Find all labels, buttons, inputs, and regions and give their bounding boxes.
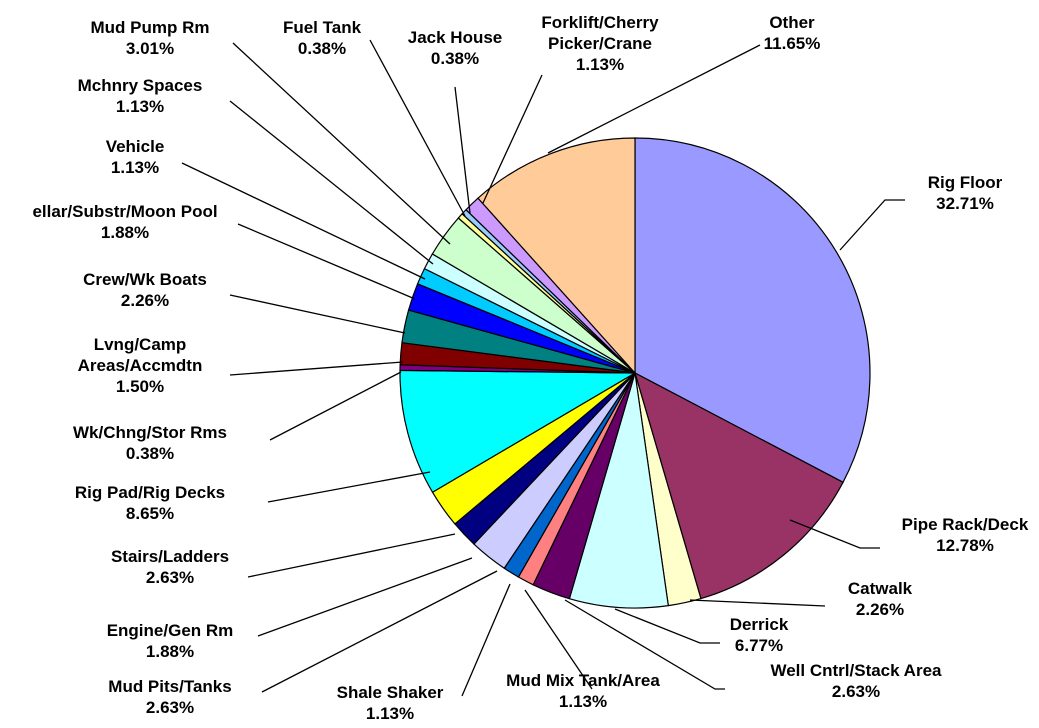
slice-label-name: Well Cntrl/Stack Area <box>770 661 942 680</box>
leader-line-catwalk <box>689 599 826 607</box>
leader-line-well-cntrl-stack-area <box>564 599 725 690</box>
slice-label-percent: 32.71% <box>936 194 994 213</box>
slice-label-name: Other <box>769 13 815 32</box>
slice-label-name: Engine/Gen Rm <box>107 621 234 640</box>
slice-label-percent: 1.13% <box>576 55 624 74</box>
slice-label-name: Mud Mix Tank/Area <box>506 671 660 690</box>
pie-slice-pipe-rack-deck <box>634 372 844 600</box>
leader-line-fuel-tank <box>369 39 466 217</box>
slice-label-crew-wk-boats: Crew/Wk Boats 2.26% <box>83 270 207 310</box>
leader-line-other <box>547 44 761 154</box>
slice-label-rig-pad-rig-decks: Rig Pad/Rig Decks 8.65% <box>75 483 225 523</box>
slice-label-percent: 0.38% <box>431 49 479 68</box>
slice-label-name: ellar/Substr/Moon Pool <box>32 202 217 221</box>
slice-label-pipe-rack-deck: Pipe Rack/Deck 12.78% <box>902 515 1029 555</box>
leader-line-stairs-ladders <box>247 533 456 578</box>
slice-label-wk-chng-stor-rms: Wk/Chng/Stor Rms 0.38% <box>73 423 227 463</box>
slice-label-fuel-tank: Fuel Tank 0.38% <box>283 18 362 58</box>
slice-label-percent: 2.26% <box>856 600 904 619</box>
slice-label-percent: 6.77% <box>735 636 783 655</box>
slice-label-percent: 0.38% <box>298 39 346 58</box>
slice-label-name: Wk/Chng/Stor Rms <box>73 423 227 442</box>
slice-label-percent: 1.13% <box>111 158 159 177</box>
leader-line-forklift-cherry-picker-crane <box>482 74 543 204</box>
slice-label-percent: 12.78% <box>936 536 994 555</box>
leader-lines <box>181 39 905 697</box>
leader-line-derrick <box>614 608 720 644</box>
slice-label-mud-mix-tank-area: Mud Mix Tank/Area 1.13% <box>506 671 660 711</box>
slice-label-lvng-camp-areas-accmdtn: Lvng/Camp Areas/Accmdtn 1.50% <box>78 335 203 396</box>
pie-slices <box>399 137 871 609</box>
slice-label-mud-pump-rm: Mud Pump Rm 3.01% <box>91 18 210 58</box>
slice-label-forklift-cherry-picker-crane: Forklift/Cherry Picker/Crane 1.13% <box>541 13 659 74</box>
leader-line-wk-chng-stor-rms <box>269 371 402 441</box>
slice-label-rig-floor: Rig Floor 32.71% <box>928 173 1003 213</box>
slice-label-name: Pipe Rack/Deck <box>902 515 1029 534</box>
slice-label-well-cntrl-stack-area: Well Cntrl/Stack Area 2.63% <box>770 661 942 701</box>
pie-slice-rig-pad-rig-decks <box>399 369 636 493</box>
leader-line-engine-gen-rm <box>257 557 473 637</box>
slice-label-percent: 1.88% <box>146 642 194 661</box>
pie-slice-other <box>477 137 636 374</box>
slice-label-name: Mchnry Spaces <box>78 76 203 95</box>
slice-label-derrick: Derrick 6.77% <box>730 615 789 655</box>
slice-label-name: Catwalk <box>848 579 913 598</box>
slice-label-percent: 1.13% <box>366 704 414 723</box>
slice-label-percent: 2.63% <box>146 568 194 587</box>
slice-label-engine-gen-rm: Engine/Gen Rm 1.88% <box>107 621 234 661</box>
slice-label-name: Mud Pits/Tanks <box>108 677 231 696</box>
slice-label-name: Forklift/Cherry <box>541 13 659 32</box>
slice-label-name: Mud Pump Rm <box>91 18 210 37</box>
leader-line-jack-house <box>454 86 471 214</box>
leader-line-mchnry-spaces <box>229 100 434 265</box>
leader-line-mud-pits-tanks <box>261 570 498 693</box>
slice-label-name: Lvng/Camp <box>94 335 187 354</box>
slice-label-percent: 1.13% <box>116 97 164 116</box>
leader-line-pipe-rack-deck <box>789 519 880 549</box>
slice-label-percent: 1.50% <box>116 377 164 396</box>
slice-label-percent: 2.63% <box>832 682 880 701</box>
slice-label-name: Areas/Accmdtn <box>78 356 203 375</box>
leader-line-lvng-camp-areas-accmdtn <box>229 361 404 376</box>
slice-label-name: Picker/Crane <box>548 34 652 53</box>
slice-label-percent: 3.01% <box>126 39 174 58</box>
slice-label-stairs-ladders: Stairs/Ladders 2.63% <box>111 547 229 587</box>
slice-label-name: Vehicle <box>106 137 165 156</box>
leader-line-crew-wk-boats <box>229 294 406 334</box>
slice-label-mud-pits-tanks: Mud Pits/Tanks 2.63% <box>108 677 231 717</box>
slice-label-shale-shaker: Shale Shaker 1.13% <box>337 683 444 723</box>
slice-label-name: Stairs/Ladders <box>111 547 229 566</box>
slice-label-name: Crew/Wk Boats <box>83 270 207 289</box>
slice-label-percent: 0.38% <box>126 444 174 463</box>
pie-slice-rig-floor <box>634 137 871 483</box>
slice-label-percent: 8.65% <box>126 504 174 523</box>
slice-label-name: Derrick <box>730 615 789 634</box>
leader-line-rig-pad-rig-decks <box>267 471 431 503</box>
slice-label-name: Jack House <box>408 28 503 47</box>
slice-label-percent: 2.63% <box>146 698 194 717</box>
slice-label-vehicle: Vehicle 1.13% <box>106 137 165 177</box>
slice-label-name: Fuel Tank <box>283 18 362 37</box>
leader-line-mud-pump-rm <box>232 42 451 245</box>
leader-line-mud-mix-tank-area <box>524 589 593 690</box>
slice-label-name: Rig Pad/Rig Decks <box>75 483 225 502</box>
slice-label-catwalk: Catwalk 2.26% <box>848 579 913 619</box>
slice-labels: Rig Floor 32.71% Pipe Rack/Deck 12.78% Catwa… <box>32 13 1028 723</box>
slice-label-percent: 1.88% <box>101 223 149 242</box>
slice-label-ellar-substr-moon-pool: ellar/Substr/Moon Pool 1.88% <box>32 202 217 242</box>
leader-line-vehicle <box>181 162 426 280</box>
slice-label-percent: 1.13% <box>559 692 607 711</box>
leader-line-rig-floor <box>839 199 905 251</box>
slice-label-percent: 11.65% <box>764 34 821 53</box>
slice-label-name: Rig Floor <box>928 173 1003 192</box>
slice-label-other: Other 11.65% <box>764 13 821 53</box>
slice-label-mchnry-spaces: Mchnry Spaces 1.13% <box>78 76 203 116</box>
slice-label-percent: 2.26% <box>121 291 169 310</box>
slice-label-jack-house: Jack House 0.38% <box>408 28 503 68</box>
leader-line-ellar-substr-moon-pool <box>237 223 416 300</box>
leader-line-shale-shaker <box>461 583 511 697</box>
slice-label-name: Shale Shaker <box>337 683 444 702</box>
